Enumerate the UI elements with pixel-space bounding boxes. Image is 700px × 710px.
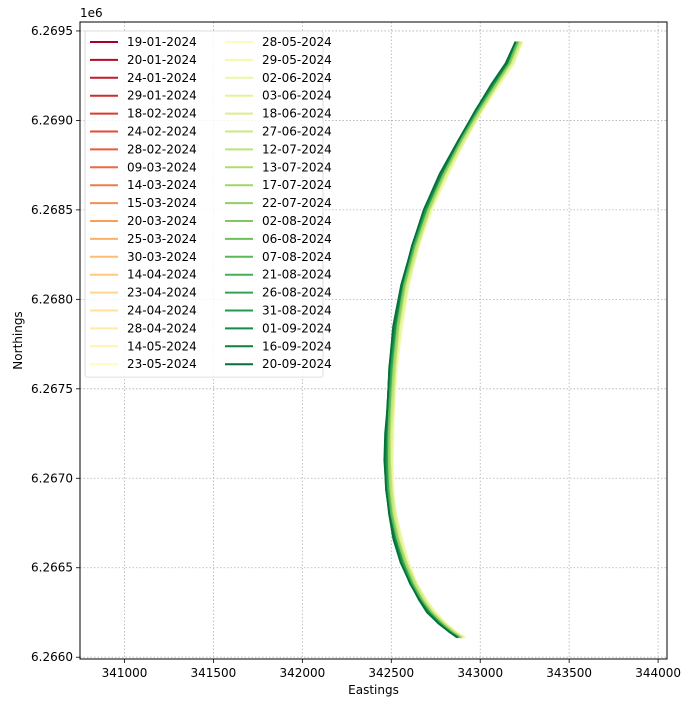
x-tick-label: 343500 [546, 666, 592, 680]
series-line-23-05-2024 [391, 41, 523, 639]
legend-label: 07-08-2024 [262, 250, 332, 264]
legend-label: 20-09-2024 [262, 357, 332, 371]
legend-label: 14-05-2024 [127, 339, 197, 353]
legend-label: 16-09-2024 [262, 339, 332, 353]
x-axis-label: Eastings [348, 683, 399, 697]
legend-label: 20-01-2024 [127, 53, 197, 67]
legend-label: 09-03-2024 [127, 160, 197, 174]
x-tick-label: 341000 [102, 666, 148, 680]
y-tick-label: 6.2680 [31, 292, 73, 306]
legend-label: 13-07-2024 [262, 160, 332, 174]
series-line-24-02-2024 [388, 41, 520, 639]
series-line-15-03-2024 [388, 41, 521, 639]
legend-label: 12-07-2024 [262, 142, 332, 156]
legend-label: 28-05-2024 [262, 35, 332, 49]
y-axis-label: Northings [11, 311, 25, 369]
legend-label: 01-09-2024 [262, 321, 332, 335]
legend-label: 29-05-2024 [262, 53, 332, 67]
series-line-20-03-2024 [389, 41, 522, 639]
x-tick-label: 342000 [279, 666, 325, 680]
series-line-22-07-2024 [387, 41, 519, 639]
series-line-28-02-2024 [387, 41, 519, 639]
series-line-07-08-2024 [385, 41, 518, 639]
series-line-26-08-2024 [385, 41, 517, 639]
series-line-27-06-2024 [389, 41, 522, 639]
series-line-12-07-2024 [388, 41, 520, 639]
series-line-29-01-2024 [389, 41, 522, 639]
legend-label: 03-06-2024 [262, 89, 332, 103]
legend-label: 27-06-2024 [262, 125, 332, 139]
plot-frame [79, 21, 668, 660]
y-tick-label: 6.2665 [31, 561, 73, 575]
series-line-28-05-2024 [391, 41, 522, 639]
legend-label: 22-07-2024 [262, 196, 332, 210]
series-line-03-06-2024 [389, 41, 523, 639]
series-line-14-03-2024 [387, 41, 520, 639]
series-line-09-03-2024 [389, 41, 521, 639]
series-line-24-01-2024 [387, 41, 521, 639]
legend-label: 23-04-2024 [127, 286, 197, 300]
legend-label: 17-07-2024 [262, 178, 332, 192]
legend-label: 24-02-2024 [127, 125, 197, 139]
x-tick-label: 344000 [635, 666, 681, 680]
series-line-20-01-2024 [388, 41, 522, 639]
series-line-18-02-2024 [387, 41, 519, 639]
legend-label: 15-03-2024 [127, 196, 197, 210]
legend-label: 02-08-2024 [262, 214, 332, 228]
legend-label: 30-03-2024 [127, 250, 197, 264]
x-tick-label: 341500 [191, 666, 237, 680]
series-line-17-07-2024 [388, 41, 519, 639]
legend-label: 24-04-2024 [127, 304, 197, 318]
legend-label: 25-03-2024 [127, 232, 197, 246]
series-line-02-06-2024 [391, 41, 523, 639]
series-line-24-04-2024 [389, 41, 523, 639]
legend-label: 28-02-2024 [127, 142, 197, 156]
legend-label: 26-08-2024 [262, 286, 332, 300]
legend-label: 31-08-2024 [262, 304, 332, 318]
series-line-19-01-2024 [388, 41, 520, 639]
y-tick-label: 6.2670 [31, 471, 73, 485]
series-line-25-03-2024 [389, 41, 522, 639]
series-line-29-05-2024 [392, 41, 523, 639]
legend-label: 19-01-2024 [127, 35, 197, 49]
legend-label: 18-02-2024 [127, 107, 197, 121]
y-axis-ticks: 6.2660 6.2665 6.2670 6.2675 6.2680 6.2685 6.26… [31, 24, 80, 664]
series-line-28-04-2024 [390, 41, 524, 639]
series-line-13-07-2024 [388, 41, 520, 639]
series-line-14-05-2024 [390, 41, 523, 639]
legend-label: 20-03-2024 [127, 214, 197, 228]
legend-label: 21-08-2024 [262, 268, 332, 282]
x-axis-ticks: 341000 341500 342000 342500 343000 343500 3440… [102, 659, 681, 680]
legend-box [84, 30, 324, 378]
legend-label: 18-06-2024 [262, 107, 332, 121]
series-line-14-04-2024 [390, 41, 521, 639]
series-line-06-08-2024 [385, 41, 519, 639]
x-tick-label: 343000 [457, 666, 503, 680]
legend-label: 02-06-2024 [262, 71, 332, 85]
x-tick-label: 342500 [368, 666, 414, 680]
legend-label: 06-08-2024 [262, 232, 332, 246]
y-tick-label: 6.2685 [31, 203, 73, 217]
legend-label: 28-04-2024 [127, 321, 197, 335]
y-tick-label: 6.2675 [31, 382, 73, 396]
series-line-02-08-2024 [386, 41, 519, 639]
series-line-30-03-2024 [390, 41, 522, 639]
y-offset-label: 1e6 [80, 6, 103, 20]
y-tick-label: 6.2690 [31, 113, 73, 127]
legend-label: 14-03-2024 [127, 178, 197, 192]
legend-label: 14-04-2024 [127, 268, 197, 282]
series-line-23-04-2024 [390, 41, 523, 639]
legend: 19-01-2024 20-01-2024 24-01-2024 29-01-2024… [84, 30, 332, 378]
legend-label: 24-01-2024 [127, 71, 197, 85]
legend-label: 29-01-2024 [127, 89, 197, 103]
legend-label: 23-05-2024 [127, 357, 197, 371]
series-line-21-08-2024 [385, 41, 517, 639]
series-line-18-06-2024 [389, 41, 523, 639]
y-tick-label: 6.2660 [31, 650, 73, 664]
series-line-20-09-2024 [383, 41, 517, 639]
y-tick-label: 6.2695 [31, 24, 73, 38]
series-lines [383, 41, 524, 639]
